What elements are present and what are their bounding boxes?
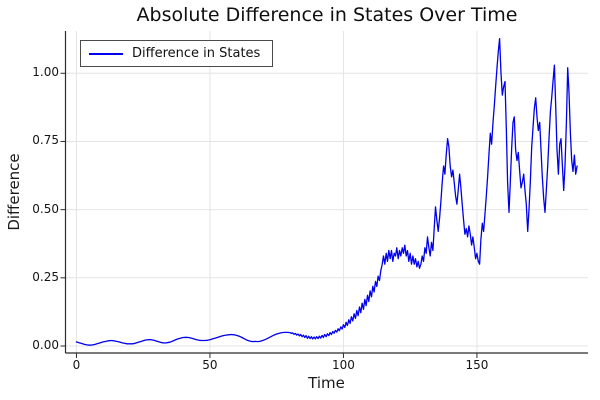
legend-line-sample-icon: [89, 52, 123, 55]
axes-spines: [64, 31, 588, 354]
legend-box: Difference in States: [80, 40, 274, 67]
y-tick-label: 0.75: [32, 133, 59, 148]
y-axis-label: Difference: [5, 153, 23, 231]
x-tick-label: 50: [202, 358, 218, 372]
y-tick-label: 0.50: [32, 201, 59, 216]
y-tick-label: 0.25: [32, 269, 59, 284]
legend-series-label: Difference in States: [132, 46, 261, 61]
x-tick-label: 100: [331, 358, 355, 372]
x-tick-label: 0: [72, 358, 81, 372]
data-series-line: [75, 37, 578, 346]
series-polyline: [75, 37, 578, 346]
y-tick-label: 1.00: [32, 65, 59, 80]
x-axis-label: Time: [308, 374, 345, 392]
x-tick-label: 150: [465, 358, 489, 372]
y-tick-label: 0.00: [32, 337, 59, 352]
chart-title: Absolute Difference in States Over Time: [136, 4, 518, 26]
tick-marks: [60, 72, 478, 358]
